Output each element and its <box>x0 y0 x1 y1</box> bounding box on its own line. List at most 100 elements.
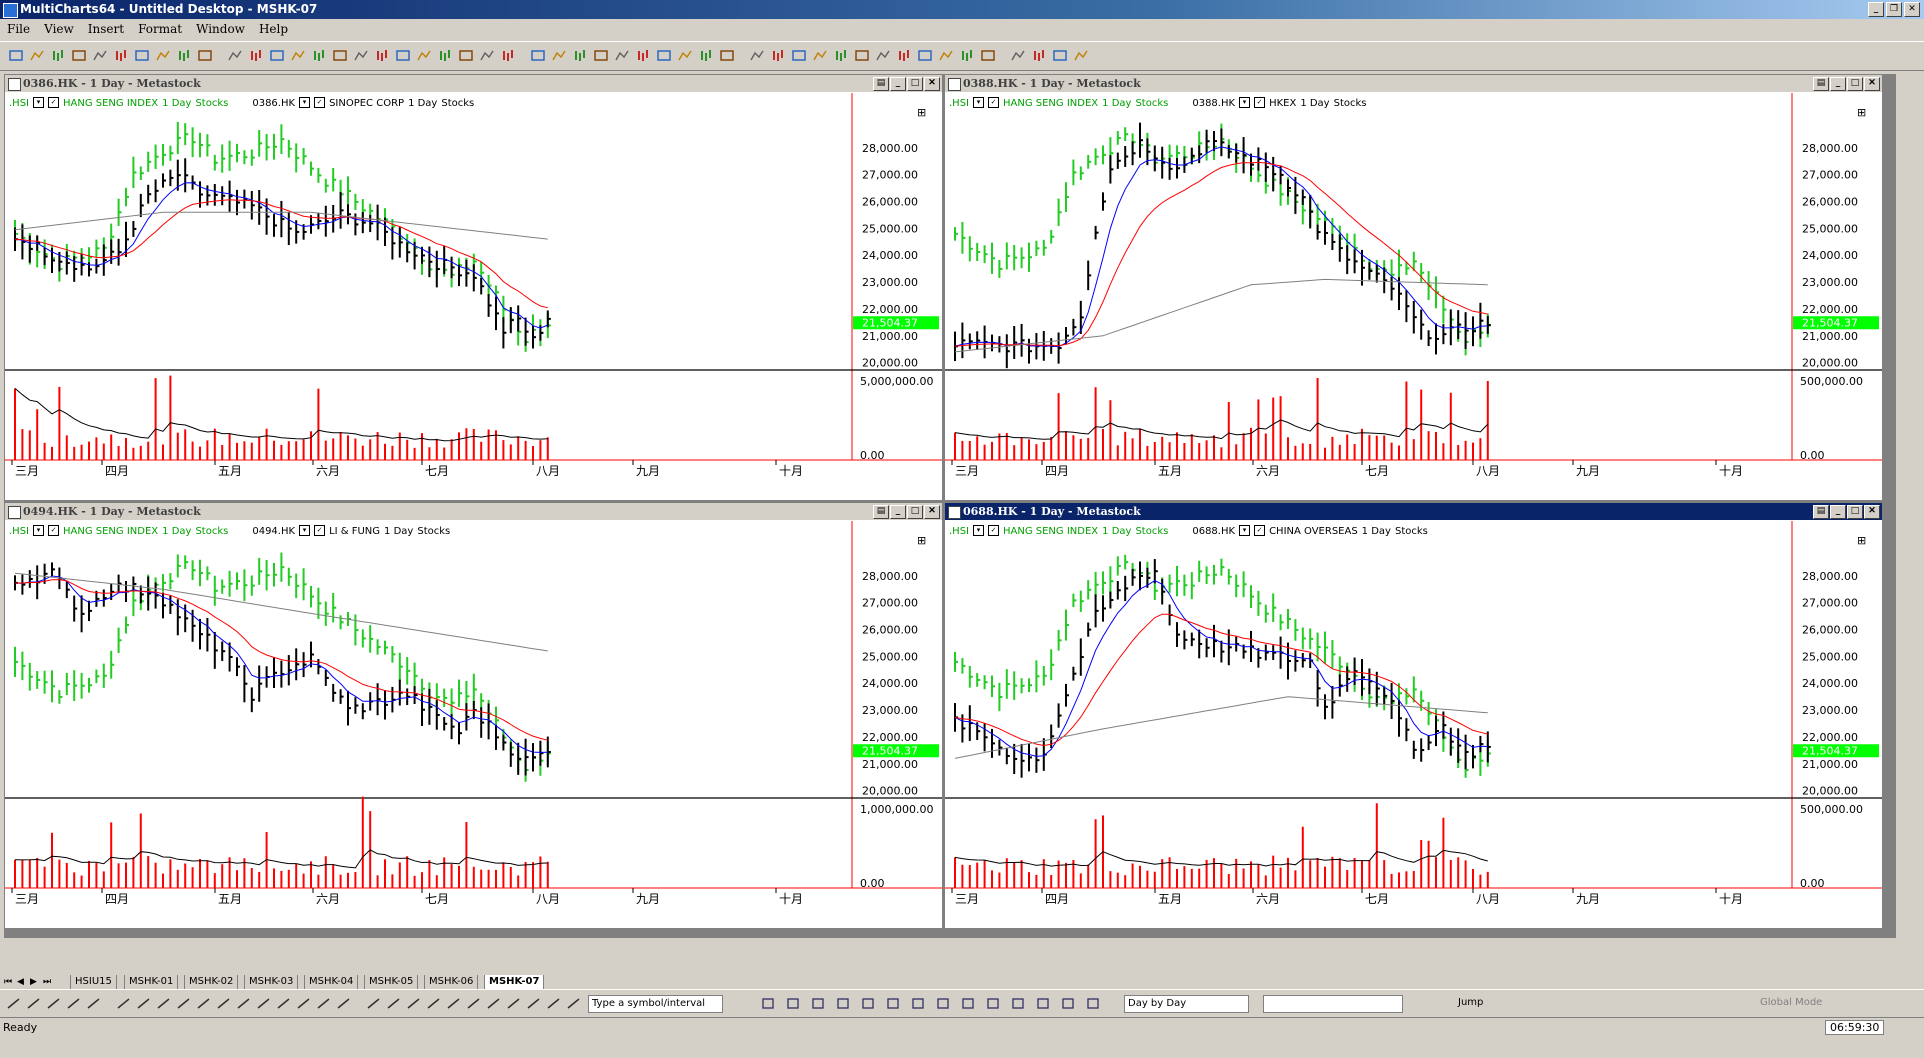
chart-tool-icon[interactable] <box>985 996 1001 1011</box>
drawing-tool-icon[interactable] <box>66 996 82 1011</box>
chart-settings-icon[interactable]: ⊞ <box>1857 106 1866 119</box>
minimize-button[interactable]: _ <box>1830 77 1846 91</box>
legend-hsi-dropdown[interactable]: ▾ <box>973 97 984 108</box>
drawing-tool-icon[interactable] <box>236 996 252 1011</box>
tab-mshk-01[interactable]: MSHK-01 <box>124 975 179 990</box>
chart-tool-icon[interactable] <box>885 996 901 1011</box>
zoom-in-icon[interactable] <box>593 48 609 63</box>
chart-window-0494-hk[interactable]: 0494.HK - 1 Day - Metastock ▤ _ □ ✕ .HSI ▾ ✓ HAN… <box>4 502 943 929</box>
expand-icon[interactable] <box>875 48 891 63</box>
drawing-tool-icon[interactable] <box>216 996 232 1011</box>
hand-icon[interactable] <box>1073 48 1089 63</box>
chart-window-title[interactable]: 0688.HK - 1 Day - Metastock ▤ _ □ ✕ <box>945 503 1882 520</box>
close-button[interactable]: ✕ <box>1864 77 1880 91</box>
chart-window-0388-hk[interactable]: 0388.HK - 1 Day - Metastock ▤ _ □ ✕ .HSI ▾ ✓ HAN… <box>944 74 1883 501</box>
price-volume-chart[interactable]: ⊞ 28,000.00 27,000.00 26,000.00 25,000.00 24,… <box>5 521 942 928</box>
chart-window-title[interactable]: 0386.HK - 1 Day - Metastock ▤ _ □ ✕ <box>5 75 942 92</box>
drawing-tool-icon[interactable] <box>506 996 522 1011</box>
price-volume-chart[interactable]: ⊞ 28,000.00 27,000.00 26,000.00 25,000.00 24,… <box>945 521 1882 928</box>
format-window-button[interactable]: ▤ <box>873 77 889 91</box>
close-button[interactable]: ✕ <box>924 505 940 519</box>
symbol-input[interactable]: Type a symbol/interval <box>588 995 723 1013</box>
drawing-tool-icon[interactable] <box>296 996 312 1011</box>
menu-file[interactable]: File <box>7 22 31 36</box>
secondary-select[interactable] <box>1263 995 1403 1013</box>
drawing-tool-icon[interactable] <box>446 996 462 1011</box>
search-plus-icon[interactable] <box>938 48 954 63</box>
drawing-tool-icon[interactable] <box>526 996 542 1011</box>
drawing-tool-icon[interactable] <box>466 996 482 1011</box>
chart-window-0688-hk[interactable]: 0688.HK - 1 Day - Metastock ▤ _ □ ✕ .HSI ▾ ✓ HAN… <box>944 502 1883 929</box>
menu-window[interactable]: Window <box>196 22 245 36</box>
drawing-tool-icon[interactable] <box>196 996 212 1011</box>
candle-icon[interactable] <box>395 48 411 63</box>
legend-stock-checkbox[interactable]: ✓ <box>1254 97 1266 108</box>
global-mode-button[interactable]: Global Mode <box>1760 997 1823 1008</box>
chart-settings-icon[interactable]: ⊞ <box>1857 534 1866 547</box>
format-window-button[interactable]: ▤ <box>1813 505 1829 519</box>
close-button[interactable]: ✕ <box>924 77 940 91</box>
scanner-icon[interactable] <box>134 48 150 63</box>
quotes-icon[interactable] <box>176 48 192 63</box>
window-icon[interactable] <box>353 48 369 63</box>
tab-nav-1[interactable]: ◀ <box>17 977 24 987</box>
legend-hsi-checkbox[interactable]: ✓ <box>988 525 999 536</box>
chart-tool-icon[interactable] <box>910 996 926 1011</box>
workspace-icon[interactable] <box>92 48 108 63</box>
close-button[interactable]: ✕ <box>1904 2 1920 17</box>
first-icon[interactable] <box>749 48 765 63</box>
maximize-button[interactable]: □ <box>1847 505 1863 519</box>
chart-tool-icon[interactable] <box>785 996 801 1011</box>
drawing-tool-icon[interactable] <box>366 996 382 1011</box>
dom-icon[interactable] <box>155 48 171 63</box>
indicator-icon[interactable] <box>248 48 264 63</box>
new-icon[interactable] <box>8 48 24 63</box>
legend-hsi-checkbox[interactable]: ✓ <box>48 97 59 108</box>
camera-icon[interactable] <box>1052 48 1068 63</box>
ohlc-icon[interactable] <box>458 48 474 63</box>
prev-icon[interactable] <box>770 48 786 63</box>
tab-mshk-02[interactable]: MSHK-02 <box>184 975 239 990</box>
legend-hsi-checkbox[interactable]: ✓ <box>48 525 59 536</box>
drawing-tool-icon[interactable] <box>316 996 332 1011</box>
chart-window-0386-hk[interactable]: 0386.HK - 1 Day - Metastock ▤ _ □ ✕ .HSI ▾ ✓ HAN… <box>4 74 943 501</box>
grid-icon[interactable] <box>656 48 672 63</box>
drawing-tool-icon[interactable] <box>546 996 562 1011</box>
drawing-tool-icon[interactable] <box>406 996 422 1011</box>
restore-button[interactable]: ❐ <box>1886 2 1902 17</box>
search-icon[interactable] <box>917 48 933 63</box>
menu-insert[interactable]: Insert <box>87 22 125 36</box>
chart-tool-icon[interactable] <box>1035 996 1051 1011</box>
chart-tool-icon[interactable] <box>960 996 976 1011</box>
drawing-tool-icon[interactable] <box>46 996 62 1011</box>
format-window-button[interactable]: ▤ <box>873 505 889 519</box>
strategy-icon[interactable] <box>269 48 285 63</box>
chart-icon[interactable] <box>113 48 129 63</box>
menu-format[interactable]: Format <box>138 22 183 36</box>
legend-hsi-dropdown[interactable]: ▾ <box>33 525 44 536</box>
drawing-tool-icon[interactable] <box>256 996 272 1011</box>
maximize-button[interactable]: □ <box>907 77 923 91</box>
drawing-tool-icon[interactable] <box>426 996 442 1011</box>
menu-help[interactable]: Help <box>258 22 289 36</box>
collapse-icon[interactable] <box>896 48 912 63</box>
up-icon[interactable] <box>833 48 849 63</box>
menu-view[interactable]: View <box>44 22 74 36</box>
resolution-select[interactable]: Day by Day <box>1124 995 1249 1013</box>
tab-nav-2[interactable]: ▶ <box>30 977 37 987</box>
chart-tool-icon[interactable] <box>810 996 826 1011</box>
last-icon[interactable] <box>812 48 828 63</box>
drawing-tool-icon[interactable] <box>386 996 402 1011</box>
paste-icon[interactable] <box>698 48 714 63</box>
chart-tool-icon[interactable] <box>1085 996 1101 1011</box>
zoom-icon[interactable] <box>572 48 588 63</box>
hlc-icon[interactable] <box>479 48 495 63</box>
legend-stock-dropdown[interactable]: ▾ <box>1239 525 1251 536</box>
point-icon[interactable] <box>437 48 453 63</box>
refresh-icon[interactable] <box>1010 48 1026 63</box>
portfolio-icon[interactable] <box>197 48 213 63</box>
drawing-tool-icon[interactable] <box>566 996 582 1011</box>
next-icon[interactable] <box>791 48 807 63</box>
legend-stock-checkbox[interactable]: ✓ <box>314 525 326 536</box>
legend-stock-dropdown[interactable]: ▾ <box>1239 97 1251 108</box>
